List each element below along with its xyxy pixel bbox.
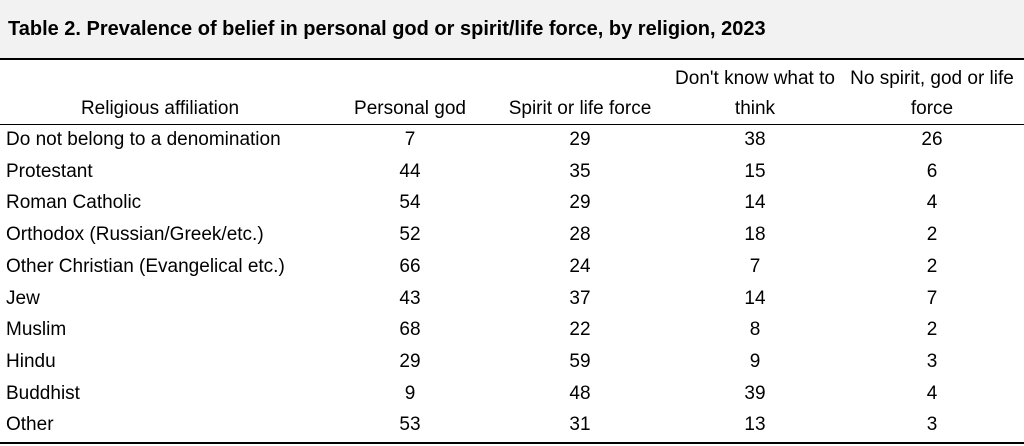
bottom-rule <box>0 442 1024 444</box>
table-row: Muslim 68 22 8 2 <box>0 314 1024 346</box>
table-cell: 66 <box>399 255 421 277</box>
table-cell: 38 <box>744 129 766 150</box>
table-cell: 9 <box>749 350 761 372</box>
table-cell: 9 <box>404 382 416 404</box>
row-label: Buddhist <box>6 382 80 404</box>
row-label: Other <box>6 414 54 436</box>
row-label: Protestant <box>6 160 93 182</box>
table-cell: 54 <box>399 192 421 214</box>
table-cell: 29 <box>399 350 421 372</box>
table-cell: 59 <box>569 350 591 372</box>
data-table: Religious affiliation Personal god Spiri… <box>0 60 1024 441</box>
table-cell: 8 <box>749 319 761 341</box>
table-cell: 28 <box>569 224 591 246</box>
table-cell: 13 <box>744 414 766 436</box>
table-cell: 52 <box>399 224 421 246</box>
table-row: Orthodox (Russian/Greek/etc.) 52 28 18 2 <box>0 219 1024 251</box>
table-cell: 15 <box>744 160 766 182</box>
table-cell: 29 <box>569 192 591 214</box>
column-header-spirit: Spirit or life force <box>508 98 652 119</box>
row-label: Muslim <box>6 319 67 341</box>
column-header-dont-know: Don't know what to think <box>675 68 835 119</box>
table-title: Table 2. Prevalence of belief in persona… <box>8 18 766 40</box>
table-cell: 48 <box>569 382 591 404</box>
table-cell: 3 <box>926 414 938 436</box>
table-cell: 53 <box>399 414 421 436</box>
table-cell: 2 <box>926 224 938 246</box>
table-cell: 24 <box>569 255 591 277</box>
table-cell: 4 <box>926 382 938 404</box>
row-label: Roman Catholic <box>6 192 142 214</box>
row-label: Hindu <box>6 350 56 372</box>
table-cell: 68 <box>399 319 421 341</box>
table-cell: 39 <box>744 382 766 404</box>
row-label: Orthodox (Russian/Greek/etc.) <box>6 224 264 246</box>
row-label: Jew <box>6 287 40 309</box>
table-cell: 31 <box>569 414 591 436</box>
table-row: Roman Catholic 54 29 14 4 <box>0 187 1024 219</box>
table-cell: 7 <box>749 255 761 277</box>
table-cell: 14 <box>744 192 766 214</box>
table-cell: 43 <box>399 287 421 309</box>
table-cell: 37 <box>569 287 591 309</box>
table-row: Buddhist 9 48 39 4 <box>0 378 1024 410</box>
table-cell: 14 <box>744 287 766 309</box>
header-rule <box>0 124 1024 125</box>
top-rule <box>0 58 1024 60</box>
table-cell: 2 <box>926 255 938 277</box>
table-cell: 35 <box>569 160 591 182</box>
column-header-no-spirit: No spirit, god or life force <box>850 68 1014 119</box>
table-row: Jew 43 37 14 7 <box>0 283 1024 315</box>
table-cell: 3 <box>926 350 938 372</box>
column-header-personal-god: Personal god <box>354 98 466 119</box>
table-cell: 22 <box>569 319 591 341</box>
table-cell: 26 <box>921 129 943 150</box>
table-body: Do not belong to a denomination 7 29 38 26 Pr… <box>0 124 1024 441</box>
header-row: Religious affiliation Personal god Spiri… <box>0 60 1024 124</box>
table-row: Other Christian (Evangelical etc.) 66 24 7 2 <box>0 251 1024 283</box>
table-row: Hindu 29 59 9 3 <box>0 346 1024 378</box>
table-cell: 6 <box>926 160 938 182</box>
table-cell: 44 <box>399 160 421 182</box>
table-row: Protestant 44 35 15 6 <box>0 156 1024 188</box>
table-cell: 29 <box>569 129 591 150</box>
row-label: Do not belong to a denomination <box>6 129 281 150</box>
column-header-affiliation: Religious affiliation <box>80 98 240 119</box>
title-bar: Table 2. Prevalence of belief in persona… <box>0 0 1024 60</box>
table-cell: 2 <box>926 319 938 341</box>
table-row: Other 53 31 13 3 <box>0 409 1024 441</box>
table-row: Do not belong to a denomination 7 29 38 26 <box>0 124 1024 156</box>
row-label: Other Christian (Evangelical etc.) <box>6 255 285 277</box>
table-cell: 4 <box>926 192 938 214</box>
table-cell: 18 <box>744 224 766 246</box>
table-cell: 7 <box>926 287 938 309</box>
table-cell: 7 <box>404 129 416 150</box>
